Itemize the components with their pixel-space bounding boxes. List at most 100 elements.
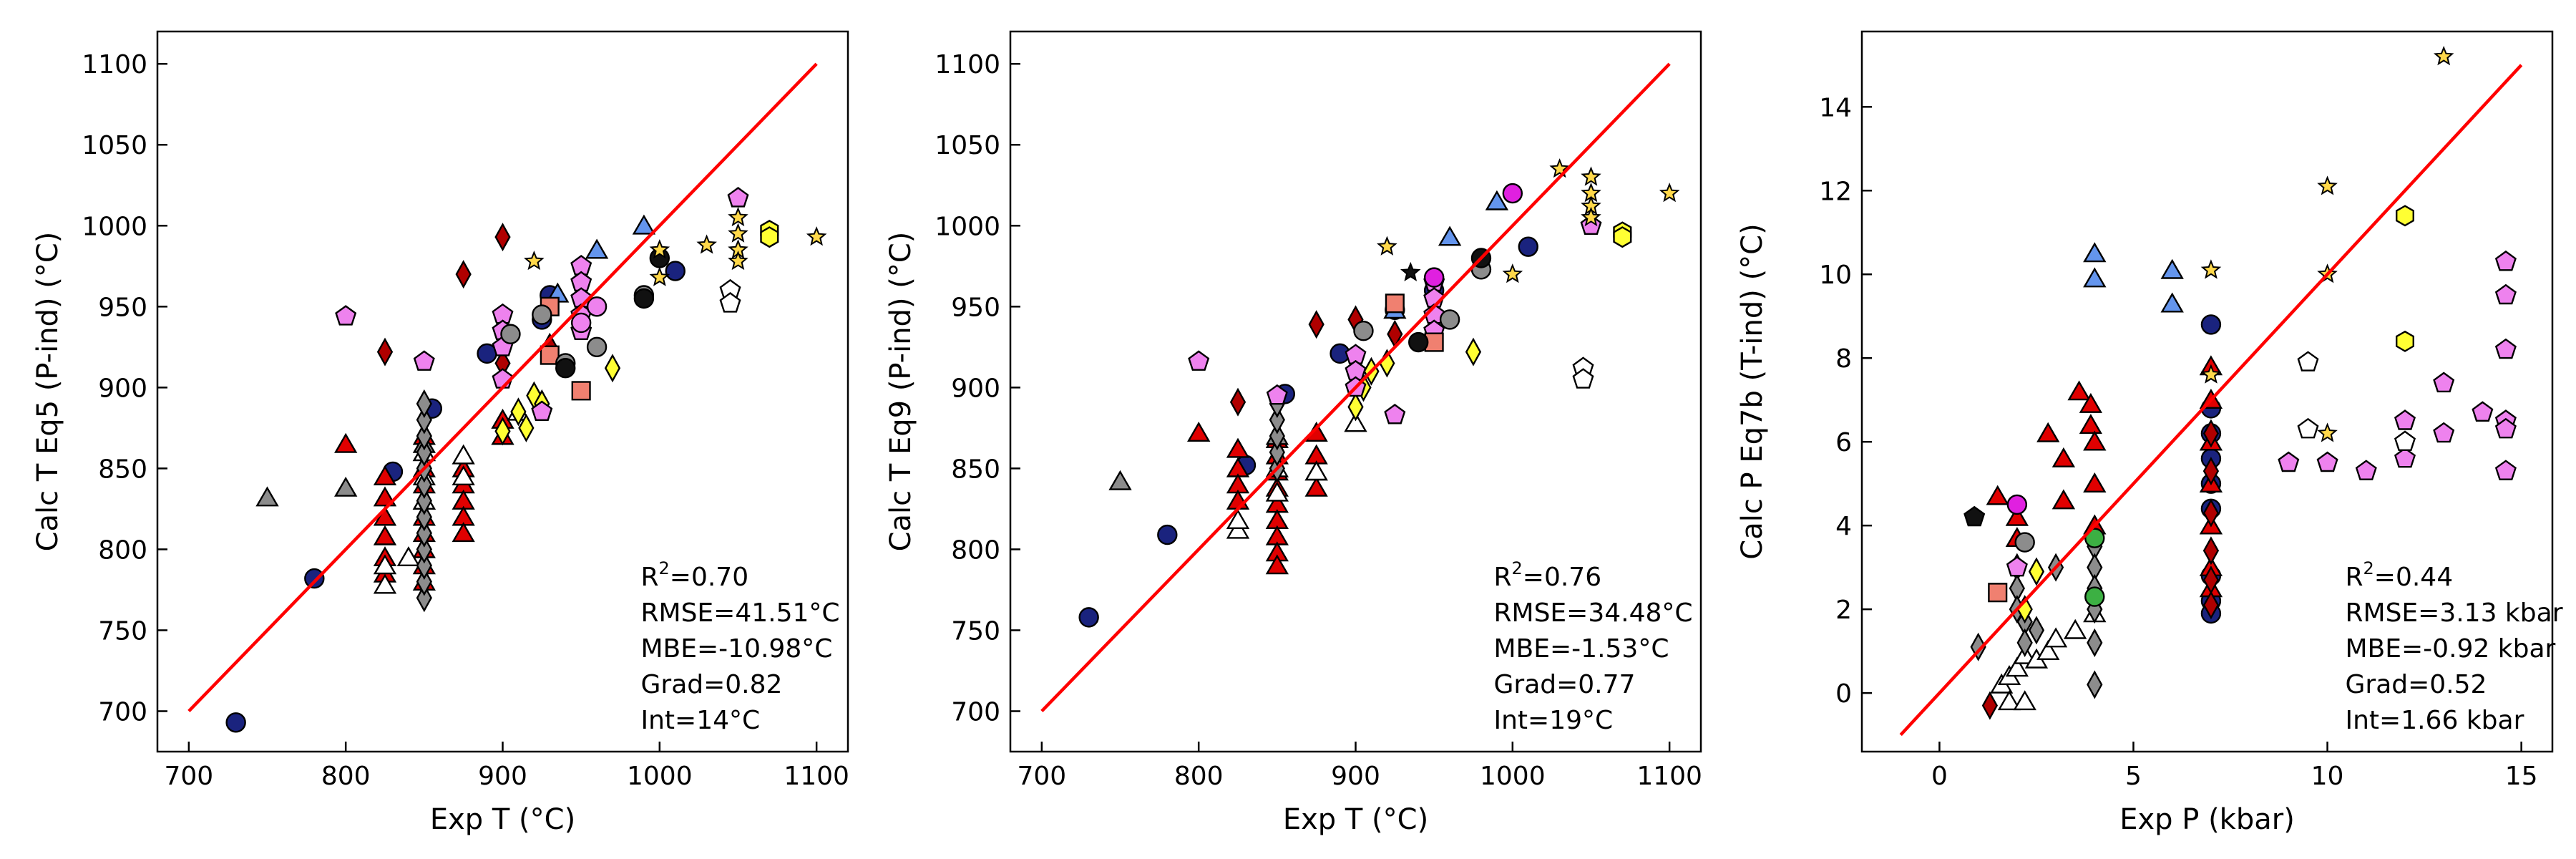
- data-point-diamond: [494, 223, 511, 252]
- x-axis-ticks: 700 800 900 1000 1100: [165, 742, 849, 791]
- x-tick-label: 1000: [1480, 762, 1546, 791]
- data-point-triangle: [373, 554, 397, 575]
- data-point-diamond: [416, 405, 432, 435]
- data-point-diamond: [416, 470, 432, 500]
- data-point-triangle: [1344, 412, 1367, 432]
- x-tick-label: 1100: [1636, 762, 1702, 791]
- data-point-triangle: [373, 486, 397, 507]
- data-point-triangle: [632, 214, 656, 235]
- data-point-triangle: [2036, 422, 2060, 442]
- y-tick-label: 1050: [82, 131, 147, 160]
- data-point-triangle: [1226, 437, 1250, 458]
- y-tick-label: 950: [98, 293, 147, 322]
- data-point-square: [571, 381, 591, 401]
- stat-gradient: Grad=0.52: [2346, 670, 2487, 699]
- data-point-triangle: [2160, 292, 2184, 313]
- x-axis-ticks: 700 800 900 1000 1100: [1018, 742, 1702, 791]
- data-point-star: [728, 251, 748, 271]
- data-point-pentagon: [1963, 505, 1986, 527]
- fit-statistics: R2=0.76 RMSE=34.48°C MBE=-1.53°C Grad=0.…: [1494, 558, 1693, 735]
- data-point-pentagon: [335, 305, 357, 326]
- data-point-diamond: [416, 437, 432, 467]
- data-point-triangle: [1485, 190, 1509, 210]
- y-tick-label: 1050: [935, 131, 1000, 160]
- data-point-star: [2317, 422, 2338, 442]
- data-point-hexagon: [2395, 330, 2415, 352]
- data-point-triangle: [255, 486, 279, 507]
- data-point-pentagon: [727, 187, 749, 208]
- y-axis-label: Calc T Eq9 (P-ind) (°C): [884, 232, 917, 552]
- data-point-triangle: [2079, 392, 2102, 413]
- one-to-one-line: [1899, 64, 2523, 737]
- x-axis-label: Exp T (°C): [1283, 803, 1428, 836]
- data-point-diamond: [604, 354, 621, 383]
- data-point-diamond: [494, 417, 511, 446]
- data-point-star: [2317, 175, 2338, 195]
- data-point-triangle: [452, 465, 475, 485]
- data-point-diamond: [1269, 437, 1285, 467]
- stat-rmse: RMSE=34.48°C: [1494, 598, 1693, 628]
- y-axis-ticks: 0 2 4 6 8 10 12 14: [1819, 93, 1872, 709]
- data-point-triangle: [585, 238, 609, 259]
- stat-r2: R2=0.76: [1494, 558, 1602, 592]
- data-point-pentagon: [2394, 447, 2416, 468]
- data-point-triangle: [334, 476, 358, 497]
- data-point-square: [1385, 293, 1405, 314]
- data-point-diamond: [2202, 419, 2220, 448]
- stat-intercept: Int=14°C: [641, 706, 761, 735]
- data-point-pentagon: [2316, 451, 2338, 472]
- data-point-triangle: [1304, 476, 1328, 497]
- data-point-diamond: [2202, 591, 2220, 620]
- data-point-triangle: [2051, 447, 2076, 467]
- x-tick-label: 900: [478, 762, 527, 791]
- x-tick-label: 0: [1931, 762, 1948, 791]
- data-point-triangle: [2013, 690, 2036, 711]
- data-point-triangle: [2005, 505, 2029, 526]
- y-tick-label: 14: [1819, 93, 1852, 122]
- data-point-circle: [586, 336, 608, 358]
- data-point-star: [2200, 364, 2222, 384]
- data-point-circle: [500, 324, 521, 344]
- x-tick-label: 900: [1331, 762, 1380, 791]
- data-point-diamond: [2087, 628, 2103, 657]
- data-point-circle: [555, 358, 576, 379]
- data-point-pentagon: [1266, 384, 1288, 405]
- r2-symbol: R: [2346, 563, 2363, 592]
- data-point-pentagon: [531, 400, 553, 421]
- data-point-pentagon: [719, 292, 741, 313]
- data-point-circle: [2014, 532, 2035, 553]
- data-point-triangle: [1265, 554, 1289, 575]
- fit-statistics: R2=0.44 RMSE=3.13 kbar MBE=-0.92 kbar Gr…: [2346, 558, 2563, 735]
- data-point-star: [2433, 46, 2454, 66]
- data-point-diamond: [2202, 536, 2220, 566]
- chart-panel-1: 700 800 900 1000 1100 700 750 800 850 900 950 1000…: [31, 30, 849, 836]
- data-point-triangle: [1108, 470, 1132, 490]
- data-point-circle: [225, 712, 246, 733]
- y-tick-label: 850: [98, 455, 147, 484]
- y-tick-label: 10: [1819, 261, 1852, 290]
- y-tick-label: 8: [1835, 344, 1852, 374]
- data-point-diamond: [416, 389, 432, 418]
- data-point-circle: [304, 568, 325, 589]
- stat-mbe: MBE=-10.98°C: [641, 634, 833, 664]
- y-tick-label: 1100: [82, 50, 147, 79]
- data-point-triangle: [2036, 639, 2060, 660]
- data-point-diamond: [1229, 387, 1246, 417]
- x-tick-label: 700: [1018, 762, 1067, 791]
- r2-symbol: R: [1494, 563, 1512, 592]
- data-point-star: [696, 234, 717, 254]
- data-point-triangle: [1986, 485, 2009, 505]
- data-point-triangle: [1226, 509, 1250, 529]
- data-point-pentagon: [2355, 460, 2377, 480]
- r2-superscript: 2: [1512, 558, 1523, 578]
- data-point-star: [728, 206, 748, 227]
- data-point-pentagon: [2006, 555, 2028, 577]
- y-tick-label: 900: [98, 374, 147, 403]
- data-points: [1078, 158, 1680, 628]
- data-point-triangle: [1187, 422, 1211, 442]
- data-point-triangle: [2051, 489, 2076, 510]
- y-tick-label: 1000: [82, 212, 147, 241]
- data-point-diamond: [1308, 310, 1324, 339]
- data-point-star: [649, 239, 670, 259]
- one-to-one-line: [187, 62, 818, 713]
